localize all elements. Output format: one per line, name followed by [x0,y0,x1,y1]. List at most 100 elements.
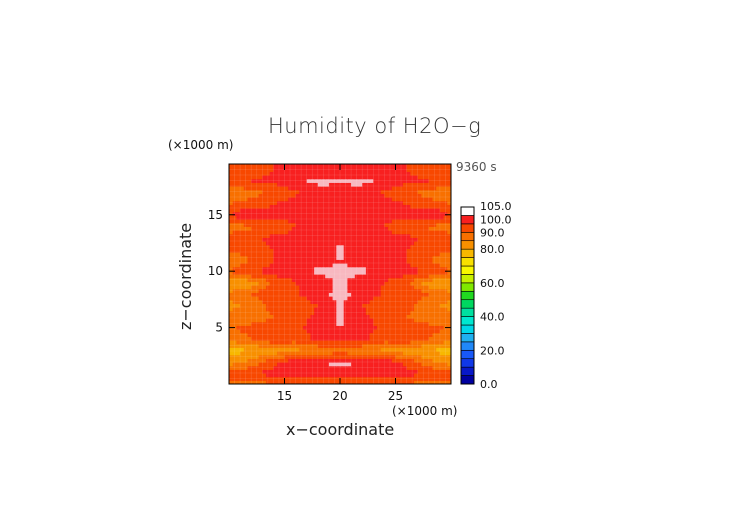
heatmap-cell [391,186,397,191]
heatmap-cell [284,329,289,334]
heatmap-cell [266,307,271,312]
heatmap-cell [365,164,371,169]
heatmap-cell [243,167,249,172]
heatmap-cell [380,186,385,191]
heatmap-cell [247,204,252,209]
heatmap-cell [266,354,271,359]
heatmap-cell [421,237,426,242]
heatmap-cell [277,321,282,326]
heatmap-cell [365,263,371,268]
heatmap-cell [425,340,430,345]
heatmap-cell [347,303,352,308]
heatmap-cell [280,281,286,286]
heatmap-cell [306,200,311,205]
heatmap-cell [288,347,293,352]
heatmap-cell [299,167,304,172]
heatmap-cell [425,204,430,209]
heatmap-cell [328,167,334,172]
heatmap-cell [332,211,337,216]
heatmap-cell [373,270,378,275]
heatmap-cell [425,351,430,356]
heatmap-cell [410,376,415,381]
heatmap-cell [258,380,263,384]
heatmap-cell [399,211,404,216]
heatmap-cell [262,171,267,176]
heatmap-cell [399,354,404,359]
heatmap-cell [384,197,389,202]
heatmap-cell [243,376,249,381]
heatmap-cell [277,263,282,268]
heatmap-cell [369,189,374,194]
heatmap-cell [325,376,330,381]
heatmap-cell [380,314,385,319]
heatmap-cell [347,200,352,205]
heatmap-cell [240,244,245,249]
heatmap-cell [428,376,434,381]
heatmap-cell [295,270,300,275]
heatmap-cell [340,266,345,271]
heatmap-cell [354,277,360,282]
heatmap-cell [280,237,286,242]
heatmap-cell [436,237,441,242]
heatmap-cell [336,211,341,216]
heatmap-cell [358,310,363,315]
heatmap-cell [229,281,234,286]
heatmap-cell [299,380,304,384]
heatmap-cell [425,230,430,235]
heatmap-cell [436,215,441,220]
heatmap-cell [277,259,282,264]
heatmap-cell [291,241,297,246]
heatmap-cell [284,277,289,282]
heatmap-cell [362,230,367,235]
heatmap-cell [247,266,252,271]
heatmap-cell [436,230,441,235]
heatmap-cell [280,292,286,297]
heatmap-cell [365,321,371,326]
heatmap-cell [325,266,330,271]
heatmap-cell [325,285,330,290]
heatmap-cell [362,164,367,169]
heatmap-cell [406,222,411,227]
heatmap-cell [269,325,274,330]
heatmap-cell [254,303,260,308]
heatmap-cell [402,281,408,286]
heatmap-cell [399,281,404,286]
heatmap-cell [362,263,367,268]
heatmap-cell [236,233,241,238]
heatmap-cell [362,362,367,367]
heatmap-cell [284,189,289,194]
heatmap-cell [402,288,408,293]
heatmap-cell [425,189,430,194]
heatmap-cell [410,266,415,271]
heatmap-cell [229,241,234,246]
heatmap-cell [303,197,308,202]
heatmap-cell [447,259,451,264]
heatmap-cell [232,252,237,257]
heatmap-cell [229,340,234,345]
heatmap-cell [391,380,397,384]
heatmap-cell [325,200,330,205]
heatmap-cell [232,263,237,268]
heatmap-cell [232,241,237,246]
heatmap-cell [358,193,363,198]
heatmap-cell [347,186,352,191]
heatmap-cell [269,189,274,194]
heatmap-cell [317,215,323,220]
heatmap-cell [417,241,422,246]
heatmap-cell [295,281,300,286]
heatmap-cell [291,219,297,224]
heatmap-cell [388,171,393,176]
heatmap-cell [358,266,363,271]
heatmap-cell [362,343,367,348]
heatmap-cell [410,285,415,290]
heatmap-cell [380,263,385,268]
heatmap-cell [325,314,330,319]
heatmap-cell [373,182,378,187]
heatmap-cell [236,329,241,334]
heatmap-cell [447,164,451,169]
heatmap-cell [280,204,286,209]
heatmap-cell [273,270,278,275]
heatmap-cell [258,208,263,213]
heatmap-cell [369,358,374,363]
heatmap-cell [273,277,278,282]
